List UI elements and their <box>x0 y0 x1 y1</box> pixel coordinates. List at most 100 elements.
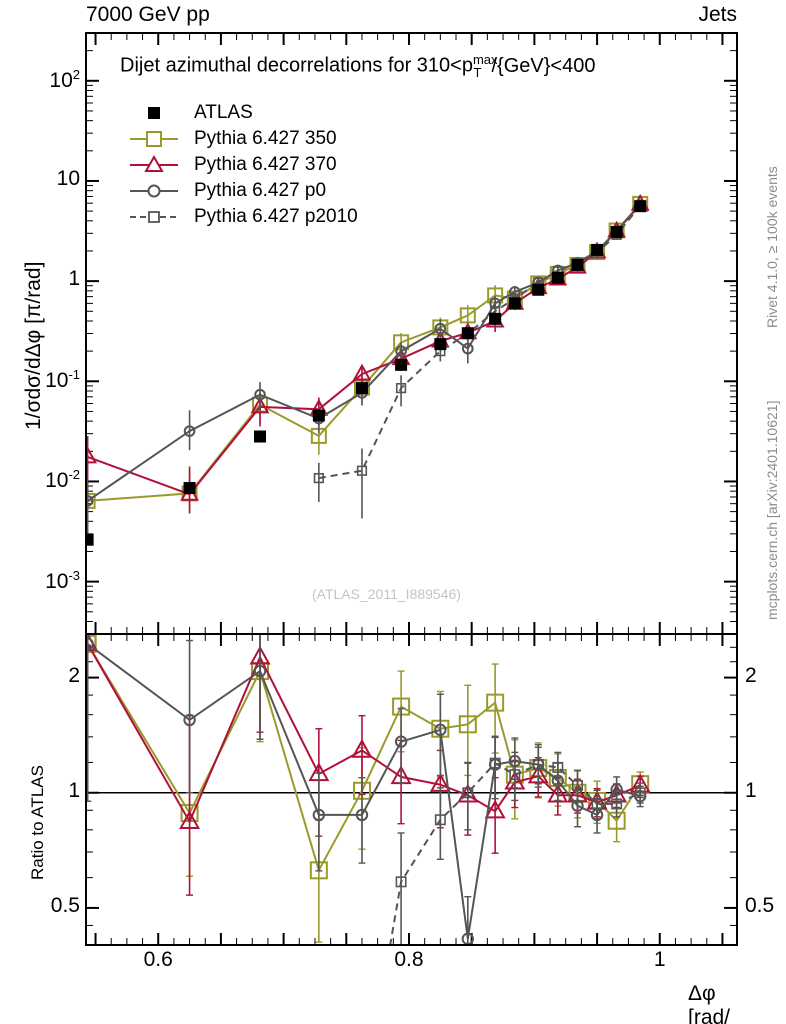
x-axis-label: Δφ [rad/π] <box>688 982 731 1024</box>
legend-item-label: Pythia 6.427 350 <box>194 128 337 149</box>
data-marker <box>351 738 373 758</box>
data-marker <box>395 382 407 394</box>
plot-title-subscript: T <box>473 64 482 80</box>
data-marker <box>461 932 474 944</box>
plot-title-post: /{GeV}<400 <box>491 54 596 77</box>
data-marker <box>312 808 326 822</box>
ratio-y-tick-label: 2 <box>68 663 80 687</box>
data-marker <box>532 759 544 771</box>
analysis-watermark: (ATLAS_2011_I889546) <box>312 586 461 602</box>
data-marker <box>434 723 447 737</box>
legend-item[interactable]: Pythia 6.427 p2010 <box>128 204 428 230</box>
series-line <box>87 203 641 496</box>
data-marker <box>509 769 521 781</box>
data-marker <box>434 338 447 351</box>
plot-title-pre: Dijet azimuthal decorrelations for 310<p <box>120 54 473 77</box>
data-marker <box>355 808 369 822</box>
legend-marker-open-square-small <box>130 211 178 223</box>
ratio-y-tick-label-right: 0.5 <box>745 893 775 917</box>
legend-marker-filled-square <box>148 107 160 119</box>
data-marker <box>183 425 196 437</box>
legend-marker-open-square <box>130 131 178 147</box>
data-marker <box>611 798 623 810</box>
data-marker <box>395 358 408 371</box>
data-marker <box>508 297 521 310</box>
data-marker <box>489 312 502 325</box>
data-marker <box>253 664 267 678</box>
data-marker <box>356 465 368 476</box>
data-marker <box>489 757 501 769</box>
main-y-tick-label: 10-3 <box>45 567 80 593</box>
data-marker <box>591 798 603 810</box>
plot-title: Dijet azimuthal decorrelations for 310<p… <box>120 52 595 80</box>
data-marker <box>434 322 447 335</box>
series-line <box>87 204 641 502</box>
main-y-tick-label: 10 <box>56 166 80 190</box>
data-marker <box>179 810 201 829</box>
data-marker <box>484 799 506 819</box>
legend-item-label: Pythia 6.427 p2010 <box>194 206 358 227</box>
legend-item[interactable]: ATLAS <box>128 100 428 126</box>
data-marker <box>395 876 407 888</box>
ratio-y-tick-label-right: 1 <box>745 778 757 802</box>
data-marker <box>87 446 98 464</box>
legend-item-label: Pythia 6.427 p0 <box>194 180 327 201</box>
x-tick-label: 0.8 <box>394 948 424 971</box>
x-tick-label: 0.6 <box>143 948 173 971</box>
data-marker <box>312 409 325 422</box>
legend-marker-open-circle <box>130 184 178 198</box>
legend-marker-open-triangle <box>130 154 178 172</box>
main-y-tick-label: 102 <box>49 66 80 92</box>
legend-item[interactable]: Pythia 6.427 p0 <box>128 178 428 204</box>
data-marker <box>394 735 408 748</box>
legend-item[interactable]: Pythia 6.427 370 <box>128 152 428 178</box>
data-marker <box>254 388 266 401</box>
data-marker <box>572 779 583 791</box>
main-panel-frame <box>85 32 738 635</box>
ratio-data-group <box>87 635 651 944</box>
data-marker <box>352 363 372 381</box>
legend-item-label: Pythia 6.427 370 <box>194 154 337 175</box>
plot-title-superscript: max <box>472 52 498 67</box>
legend-item[interactable]: Pythia 6.427 350 <box>128 126 428 152</box>
data-marker <box>462 787 474 799</box>
data-marker <box>486 693 505 712</box>
data-marker <box>87 495 94 507</box>
data-marker <box>634 200 647 213</box>
header-left-label: 7000 GeV pp <box>86 3 210 26</box>
data-marker <box>87 533 94 546</box>
ratio-panel-frame <box>85 633 738 946</box>
data-marker <box>571 258 584 271</box>
data-marker <box>461 327 474 340</box>
data-marker <box>547 783 569 803</box>
header-right-label: Jets <box>698 3 737 26</box>
main-y-tick-label: 1 <box>68 267 80 291</box>
data-marker <box>183 482 196 495</box>
data-marker <box>87 637 94 651</box>
data-marker <box>552 761 564 773</box>
series-line <box>87 203 641 502</box>
data-marker <box>313 472 324 484</box>
ratio-series-line <box>87 643 642 873</box>
main-y-tick-label: 10-2 <box>45 467 80 493</box>
ratio-y-tick-label: 0.5 <box>50 893 80 917</box>
data-marker <box>434 814 446 826</box>
data-marker <box>395 345 407 357</box>
data-marker <box>591 243 604 256</box>
data-marker <box>610 225 623 238</box>
legend: ATLAS Pythia 6.427 350 Pythia 6.427 370 Pyt… <box>128 100 428 230</box>
main-data-group <box>87 193 650 546</box>
main-y-tick-label: 10-1 <box>45 367 80 393</box>
data-marker <box>634 787 646 799</box>
ratio-y-tick-label: 1 <box>68 778 80 802</box>
x-tick-label: 1 <box>653 948 666 971</box>
data-marker <box>461 342 474 355</box>
ratio-series-line <box>87 643 641 824</box>
ratio-series-line <box>87 643 641 940</box>
data-marker <box>183 713 196 727</box>
legend-item-label: ATLAS <box>194 102 253 123</box>
data-marker <box>458 715 477 734</box>
data-marker <box>254 430 267 443</box>
